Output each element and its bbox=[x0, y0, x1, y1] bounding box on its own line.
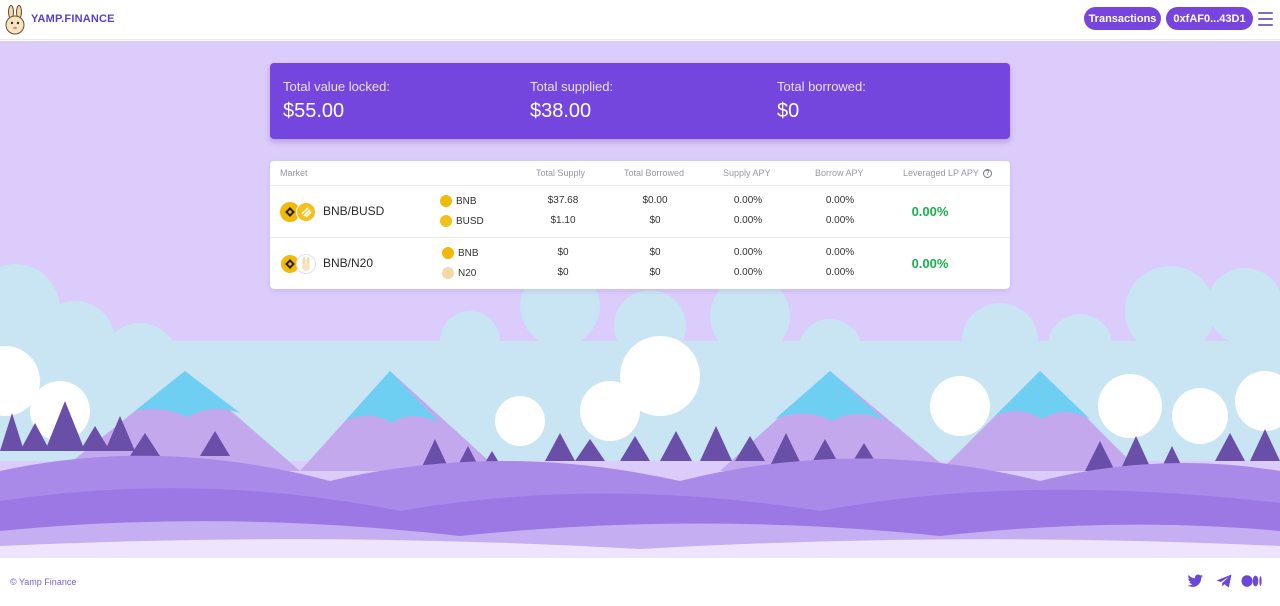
market-pair-name[interactable]: BNB/BUSD bbox=[323, 204, 385, 218]
leveraged-apy-value: 0.00% bbox=[911, 256, 949, 271]
borrow-apy-value: 0.00% bbox=[825, 267, 855, 278]
busd-coin-icon bbox=[296, 202, 316, 222]
token-symbol: BNB bbox=[458, 247, 479, 259]
token-row: N20 bbox=[442, 267, 476, 279]
footer: © Yamp Finance bbox=[0, 558, 1280, 606]
stat-label: Total value locked: bbox=[283, 79, 390, 94]
total-borrowed-value: $0.00 bbox=[642, 195, 668, 206]
token-symbol: BUSD bbox=[456, 215, 484, 227]
borrow-apy-value: 0.00% bbox=[825, 215, 855, 226]
borrow-apy-value: 0.00% bbox=[825, 195, 855, 206]
column-header-supply-apy[interactable]: Supply APY bbox=[723, 168, 771, 178]
stat-label: Total borrowed: bbox=[777, 79, 866, 94]
twitter-icon[interactable] bbox=[1186, 573, 1204, 589]
total-borrowed-value: $0 bbox=[649, 247, 661, 258]
medium-icon[interactable] bbox=[1241, 573, 1263, 589]
token-row: BUSD bbox=[440, 215, 484, 227]
column-header-total-supply[interactable]: Total Supply bbox=[536, 168, 586, 178]
stat-value: $38.00 bbox=[530, 100, 592, 122]
help-icon[interactable]: ? bbox=[982, 168, 992, 178]
bnb-coin-icon bbox=[280, 202, 300, 222]
table-row[interactable]: BNB/BUSD BNB BUSD $37.68 $1.10 $0.00 $0 … bbox=[270, 186, 1010, 238]
bunny-logo-icon[interactable] bbox=[3, 5, 27, 35]
stat-tvl: Total value locked: $55.00 bbox=[283, 79, 390, 123]
stat-borrowed: Total borrowed: $0 bbox=[777, 79, 866, 123]
token-row: BNB bbox=[440, 195, 477, 207]
supply-apy-value: 0.00% bbox=[733, 195, 763, 206]
column-header-market: Market bbox=[280, 168, 308, 178]
market-pair-name[interactable]: BNB/N20 bbox=[323, 256, 374, 270]
top-bar: YAMP.FINANCE Transactions 0xfAF0...43D1 bbox=[0, 0, 1280, 40]
wallet-address-button[interactable]: 0xfAF0...43D1 bbox=[1166, 7, 1253, 30]
token-symbol: BNB bbox=[456, 195, 477, 207]
column-header-label: Leveraged LP APY bbox=[903, 168, 979, 178]
bnb-coin-icon bbox=[280, 254, 300, 274]
supply-apy-value: 0.00% bbox=[733, 247, 763, 258]
column-header-total-borrowed[interactable]: Total Borrowed bbox=[624, 168, 685, 178]
column-header-borrow-apy[interactable]: Borrow APY bbox=[815, 168, 864, 178]
leveraged-apy-value: 0.00% bbox=[911, 204, 949, 219]
token-row: BNB bbox=[442, 247, 479, 259]
bnb-icon bbox=[442, 247, 454, 259]
copyright-text: © Yamp Finance bbox=[10, 577, 77, 587]
brand-name[interactable]: YAMP.FINANCE bbox=[31, 13, 115, 25]
telegram-icon[interactable] bbox=[1215, 573, 1233, 589]
transactions-button[interactable]: Transactions bbox=[1084, 7, 1161, 30]
divider bbox=[270, 185, 1010, 186]
token-symbol: N20 bbox=[458, 267, 477, 279]
total-supply-value: $37.68 bbox=[547, 195, 579, 206]
markets-table: Market Total Supply Total Borrowed Suppl… bbox=[270, 161, 1010, 289]
stat-label: Total supplied: bbox=[530, 79, 614, 94]
total-supply-value: $1.10 bbox=[550, 215, 576, 226]
stat-value: $0 bbox=[777, 100, 800, 122]
summary-card: Total value locked: $55.00 Total supplie… bbox=[270, 63, 1010, 139]
hamburger-menu-icon[interactable] bbox=[1258, 12, 1273, 26]
n20-coin-icon bbox=[296, 254, 316, 274]
borrow-apy-value: 0.00% bbox=[825, 247, 855, 258]
stat-value: $55.00 bbox=[283, 100, 345, 122]
total-borrowed-value: $0 bbox=[649, 267, 661, 278]
table-row[interactable]: BNB/N20 BNB N20 $0 $0 $0 $0 0.00% 0.00% … bbox=[270, 238, 1010, 290]
column-header-leveraged-lp-apy[interactable]: Leveraged LP APY ? bbox=[903, 168, 992, 178]
landscape-illustration bbox=[0, 264, 1280, 558]
stat-supplied: Total supplied: $38.00 bbox=[530, 79, 613, 123]
total-supply-value: $0 bbox=[557, 247, 569, 258]
total-supply-value: $0 bbox=[557, 267, 569, 278]
divider bbox=[270, 237, 1010, 238]
supply-apy-value: 0.00% bbox=[733, 267, 763, 278]
total-borrowed-value: $0 bbox=[649, 215, 661, 226]
landscape-background bbox=[0, 41, 1280, 558]
n20-icon bbox=[442, 267, 454, 279]
busd-icon bbox=[440, 215, 452, 227]
bnb-icon bbox=[440, 195, 452, 207]
supply-apy-value: 0.00% bbox=[733, 215, 763, 226]
